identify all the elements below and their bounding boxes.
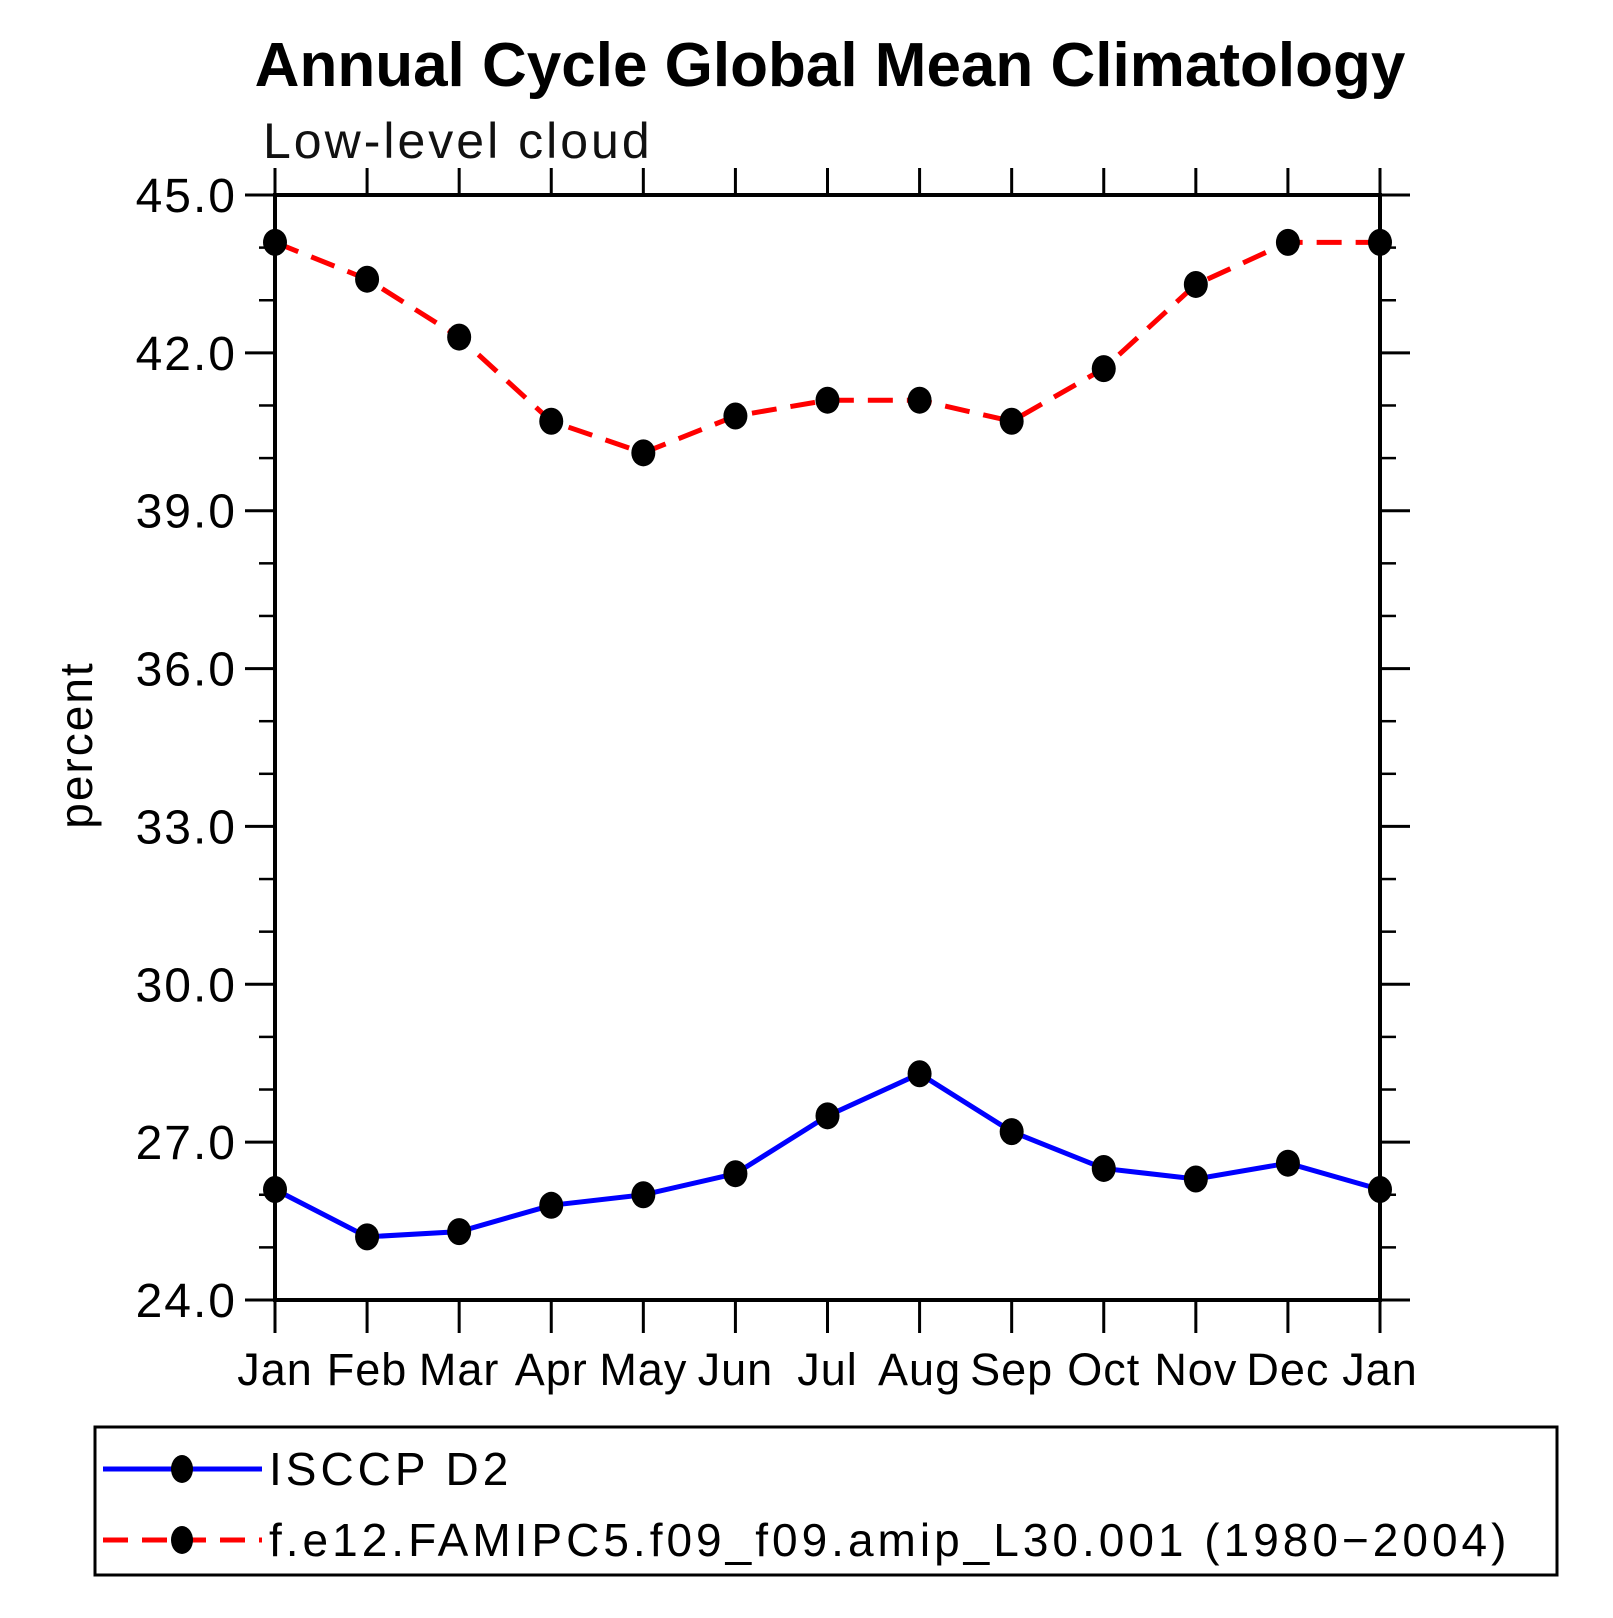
- legend-marker-model-run-icon: [171, 1526, 193, 1554]
- data-point-marker: [447, 323, 472, 351]
- data-point-marker: [355, 1223, 380, 1251]
- x-tick-label: Sep: [970, 1344, 1053, 1395]
- data-point-marker: [907, 386, 932, 414]
- data-point-marker: [815, 1102, 840, 1130]
- legend: ISCCP D2 f.e12.FAMIPC5.f09_f09.amip_L30.…: [93, 1425, 1559, 1577]
- data-point-marker: [1091, 355, 1116, 383]
- y-tick-label: 24.0: [136, 1275, 237, 1328]
- chart-subtitle: Low-level cloud: [263, 113, 653, 169]
- x-tick-label: Oct: [1067, 1344, 1140, 1395]
- data-point-marker: [263, 228, 287, 256]
- x-tick-label: Nov: [1154, 1344, 1237, 1395]
- data-point-marker: [1275, 1149, 1300, 1177]
- data-point-marker: [447, 1218, 472, 1246]
- data-point-marker: [999, 1118, 1024, 1146]
- data-point-marker: [1368, 228, 1392, 256]
- x-tick-label: Aug: [878, 1344, 961, 1395]
- x-tick-label: Feb: [327, 1344, 408, 1395]
- data-point-marker: [631, 439, 656, 467]
- legend-marker-isccp-d2-icon: [171, 1455, 193, 1483]
- data-point-marker: [1091, 1154, 1116, 1182]
- legend-box: [93, 1425, 1559, 1577]
- data-point-marker: [539, 407, 564, 435]
- data-point-marker: [1183, 1165, 1208, 1193]
- y-tick-label: 42.0: [136, 328, 237, 381]
- y-tick-label: 33.0: [136, 801, 237, 854]
- data-point-marker: [631, 1181, 656, 1209]
- data-point-marker: [907, 1060, 932, 1088]
- x-tick-label: Mar: [419, 1344, 500, 1395]
- series-line-0: [273, 1070, 1381, 1240]
- chart-title: Annual Cycle Global Mean Climatology: [255, 31, 1406, 100]
- x-tick-label: Jan: [237, 1344, 313, 1395]
- y-tick-label: 30.0: [136, 959, 237, 1012]
- data-point-marker: [723, 1160, 748, 1188]
- series-layer: [263, 228, 1392, 1251]
- x-tick-label: Apr: [515, 1344, 588, 1395]
- y-tick-label: 45.0: [136, 170, 237, 223]
- data-point-marker: [723, 402, 748, 430]
- y-tick-label: 36.0: [136, 644, 237, 697]
- x-tick-label: Dec: [1246, 1344, 1329, 1395]
- data-point-marker: [815, 386, 840, 414]
- data-point-marker: [355, 265, 380, 293]
- data-point-marker: [539, 1191, 564, 1219]
- x-tick-label: Jun: [698, 1344, 774, 1395]
- y-tick-label: 27.0: [136, 1117, 237, 1170]
- y-tick-label: 39.0: [136, 486, 237, 539]
- data-point-marker: [999, 407, 1024, 435]
- x-tick-label: Jul: [797, 1344, 858, 1395]
- legend-label-isccp-d2: ISCCP D2: [269, 1443, 512, 1495]
- data-point-marker: [1368, 1176, 1392, 1203]
- x-tick-label: Jan: [1342, 1344, 1418, 1395]
- legend-label-model-run: f.e12.FAMIPC5.f09_f09.amip_L30.001 (1980…: [269, 1514, 1510, 1566]
- plot-frame: [273, 193, 1382, 1302]
- data-point-marker: [1183, 270, 1208, 298]
- series-line-1: [274, 239, 1380, 456]
- data-point-marker: [1275, 228, 1300, 256]
- x-tick-label: May: [599, 1344, 687, 1395]
- data-point-marker: [263, 1176, 287, 1203]
- y-axis-title: percent: [50, 661, 102, 828]
